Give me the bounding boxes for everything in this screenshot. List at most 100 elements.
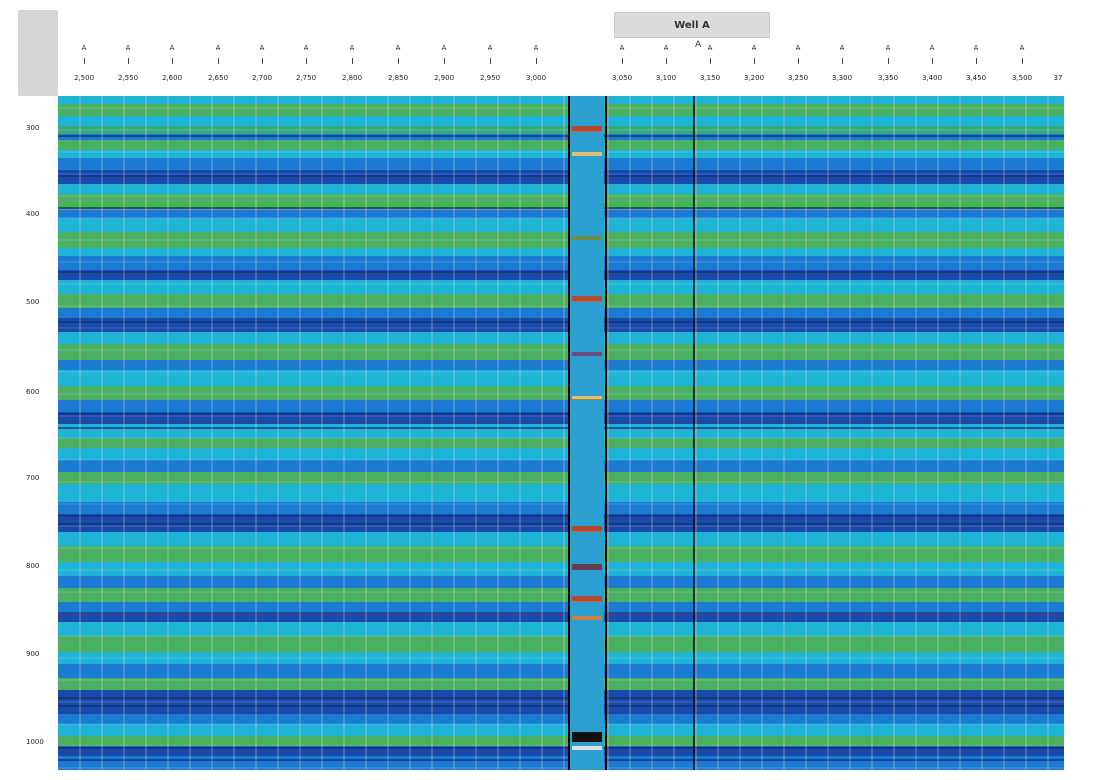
trace-label: 2,500 bbox=[73, 74, 95, 82]
tick-marker: A bbox=[707, 44, 713, 52]
axis-tick bbox=[306, 58, 307, 64]
seismic-band bbox=[58, 400, 1064, 412]
seismic-band bbox=[58, 484, 1064, 502]
trace-label: 3,150 bbox=[699, 74, 721, 82]
seismic-band bbox=[58, 232, 1064, 248]
seismic-image bbox=[58, 96, 1064, 770]
seismic-band bbox=[58, 218, 1064, 232]
trace-label: 2,600 bbox=[161, 74, 183, 82]
tick-marker: A bbox=[839, 44, 845, 52]
seismic-band bbox=[58, 270, 1064, 280]
seismic-band bbox=[58, 612, 1064, 622]
seismic-band bbox=[58, 546, 1064, 562]
trace-label: 2,900 bbox=[433, 74, 455, 82]
trace-label-suffix: 37 bbox=[1053, 74, 1063, 82]
seismic-band bbox=[58, 424, 1064, 438]
seismic-band bbox=[58, 150, 1064, 158]
well-log-marker bbox=[572, 296, 602, 301]
seismic-band bbox=[58, 360, 1064, 370]
axis-tick bbox=[490, 58, 491, 64]
axis-tick bbox=[398, 58, 399, 64]
seismic-band bbox=[58, 690, 1064, 700]
axis-tick bbox=[754, 58, 755, 64]
seismic-band bbox=[58, 588, 1064, 602]
trace-label: 3,050 bbox=[611, 74, 633, 82]
trace-label: 3,300 bbox=[831, 74, 853, 82]
tick-marker: A bbox=[929, 44, 935, 52]
tick-marker: A bbox=[169, 44, 175, 52]
axis-tick bbox=[444, 58, 445, 64]
depth-label: 800 bbox=[26, 562, 40, 570]
seismic-band bbox=[58, 184, 1064, 194]
seismic-band bbox=[58, 636, 1064, 652]
seismic-band bbox=[58, 532, 1064, 546]
seismic-section[interactable] bbox=[58, 96, 1064, 770]
trace-label: 2,800 bbox=[341, 74, 363, 82]
tick-marker: A bbox=[349, 44, 355, 52]
axis-tick bbox=[84, 58, 85, 64]
axis-tick bbox=[622, 58, 623, 64]
tick-marker: A bbox=[795, 44, 801, 52]
tick-marker: A bbox=[1019, 44, 1025, 52]
well-log-marker bbox=[572, 236, 602, 240]
axis-tick bbox=[666, 58, 667, 64]
seismic-band bbox=[58, 460, 1064, 472]
seismic-band bbox=[58, 472, 1064, 484]
depth-label: 700 bbox=[26, 474, 40, 482]
seismic-band bbox=[58, 344, 1064, 360]
trace-label: 3,200 bbox=[743, 74, 765, 82]
seismic-band bbox=[58, 602, 1064, 612]
depth-label: 600 bbox=[26, 388, 40, 396]
seismic-band bbox=[58, 438, 1064, 448]
trace-label: 2,950 bbox=[479, 74, 501, 82]
seismic-band bbox=[58, 576, 1064, 588]
trace-label: 3,000 bbox=[525, 74, 547, 82]
tick-marker: A bbox=[259, 44, 265, 52]
well-log-marker bbox=[572, 564, 602, 570]
tick-marker: A bbox=[663, 44, 669, 52]
seismic-band bbox=[58, 104, 1064, 118]
trace-label: 2,550 bbox=[117, 74, 139, 82]
seismic-band bbox=[58, 502, 1064, 514]
seismic-band bbox=[58, 158, 1064, 170]
well-log-marker bbox=[572, 396, 602, 399]
trace-label: 3,400 bbox=[921, 74, 943, 82]
well-tab-label: Well A bbox=[674, 19, 710, 31]
axis-tick bbox=[1022, 58, 1023, 64]
trace-label: 3,250 bbox=[787, 74, 809, 82]
trace-label: 2,750 bbox=[295, 74, 317, 82]
well-column bbox=[570, 96, 604, 770]
tick-marker: A bbox=[81, 44, 87, 52]
well-log-marker bbox=[572, 596, 602, 601]
well-log-marker bbox=[572, 526, 602, 531]
seismic-band bbox=[58, 652, 1064, 664]
axis-tick bbox=[842, 58, 843, 64]
seismic-band bbox=[58, 116, 1064, 126]
well-tab[interactable]: Well A bbox=[614, 12, 770, 38]
seismic-band bbox=[58, 714, 1064, 724]
depth-label: 300 bbox=[26, 124, 40, 132]
trace-label: 2,850 bbox=[387, 74, 409, 82]
trace-label: 3,350 bbox=[877, 74, 899, 82]
seismic-band bbox=[58, 210, 1064, 218]
well-log-marker bbox=[572, 732, 602, 742]
trace-label: 2,700 bbox=[251, 74, 273, 82]
seismic-band bbox=[58, 370, 1064, 386]
tick-marker: A bbox=[885, 44, 891, 52]
well-log-marker bbox=[572, 152, 602, 156]
axis-tick bbox=[976, 58, 977, 64]
tick-marker: A bbox=[303, 44, 309, 52]
seismic-band bbox=[58, 294, 1064, 308]
well-log-marker bbox=[572, 746, 602, 750]
tick-marker: A bbox=[487, 44, 493, 52]
depth-label: 500 bbox=[26, 298, 40, 306]
axis-tick bbox=[172, 58, 173, 64]
seismic-band bbox=[58, 194, 1064, 210]
trace-label: 2,650 bbox=[207, 74, 229, 82]
axis-tick bbox=[218, 58, 219, 64]
seismic-band bbox=[58, 280, 1064, 294]
seismic-band bbox=[58, 308, 1064, 318]
tick-marker: A bbox=[533, 44, 539, 52]
trace-label: 3,100 bbox=[655, 74, 677, 82]
seismic-band bbox=[58, 622, 1064, 636]
